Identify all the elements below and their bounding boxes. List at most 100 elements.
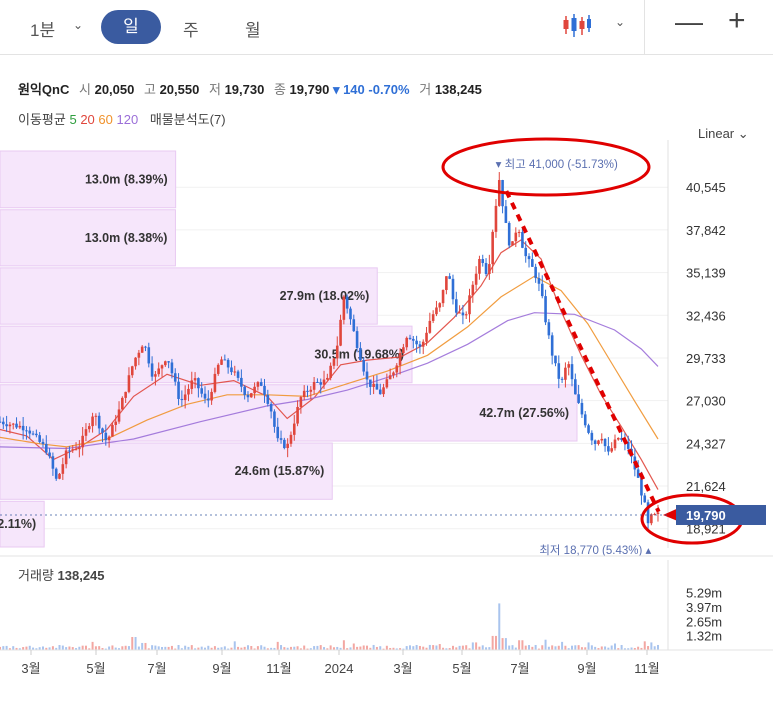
candle-body (11, 423, 15, 425)
candle-body (306, 390, 309, 392)
volume-y-tick-label: 2.65m (686, 614, 722, 629)
candle-body (5, 424, 8, 427)
volume-bar (478, 646, 481, 650)
volume-bar (514, 647, 517, 650)
candle-body (64, 450, 68, 465)
candle-body (256, 382, 260, 387)
candle-body (345, 296, 349, 309)
candle-body (296, 406, 299, 424)
volume-bar (8, 648, 11, 650)
candle-body (54, 468, 58, 479)
candle-body (101, 428, 104, 433)
candle-body (117, 409, 121, 422)
indicator-legend[interactable]: 이동평균 5 20 60 120 매물분석도(7) (18, 109, 226, 128)
candle-body (326, 377, 329, 380)
volume-bar (25, 646, 28, 650)
volume-bar (316, 645, 319, 650)
candle-body (405, 337, 408, 348)
candle-body (636, 469, 640, 478)
zoom-out-button[interactable]: — (675, 6, 703, 37)
candle-body (574, 379, 577, 395)
candle-body (240, 377, 243, 387)
candle-body (342, 296, 346, 320)
volume-bar (114, 647, 117, 650)
y-tick-label: 32,436 (686, 308, 726, 323)
volume-bar (346, 648, 349, 650)
volume-bar (319, 645, 322, 650)
volume-bar (501, 638, 504, 650)
volume-bar (303, 645, 306, 650)
candle-body (187, 388, 190, 395)
candlestick-icon[interactable] (562, 12, 592, 40)
candle-body (643, 495, 647, 503)
change-percent: -0.70% (368, 82, 410, 97)
candle-body (246, 394, 250, 398)
volume-bar (342, 640, 345, 650)
volume-profile-bar (0, 325, 413, 384)
candle-body (38, 435, 41, 442)
candle-body (140, 346, 144, 353)
candle-body (491, 231, 494, 265)
volume-bar (250, 646, 253, 650)
y-tick-label: 27,030 (686, 394, 726, 409)
volume-y-tick-label: 1.32m (686, 629, 722, 644)
candle-body (623, 439, 627, 443)
volume-bar (590, 645, 593, 650)
interval-dropdown[interactable]: 1분 (30, 21, 56, 40)
chevron-down-icon[interactable]: ⌄ (73, 18, 84, 32)
candle-body (203, 393, 207, 399)
candle-body (540, 283, 544, 297)
candle-body (441, 290, 445, 304)
x-tick-label: 9월 (212, 661, 231, 676)
candle-body (398, 353, 402, 366)
candle-body (451, 278, 455, 300)
volume-bar (84, 645, 87, 650)
volume-bar (521, 640, 524, 650)
volume-bar (256, 646, 259, 650)
volume-bar (637, 646, 640, 650)
volume-bar (237, 646, 240, 650)
chevron-down-icon[interactable]: ⌄ (615, 15, 626, 29)
volume-bar (508, 645, 511, 650)
volume-bar (656, 644, 659, 650)
candle-body (197, 378, 200, 389)
volume-bar (15, 647, 18, 650)
candle-body (236, 371, 240, 378)
volume-bar (422, 646, 425, 650)
candle-body (464, 314, 468, 316)
tab-month[interactable]: 월 (245, 21, 261, 40)
candle-body (249, 393, 253, 398)
tab-week[interactable]: 주 (183, 21, 199, 40)
volume-bar (372, 644, 375, 650)
volume-bar (544, 639, 547, 650)
candle-body (392, 372, 395, 376)
candle-body (78, 447, 81, 450)
low-value: 19,730 (224, 82, 265, 97)
tab-day[interactable]: 일 (101, 10, 161, 44)
candle-body (613, 439, 617, 449)
volume-bar (58, 645, 61, 650)
volume-bar (408, 645, 411, 650)
volume-bar (299, 648, 302, 650)
candle-body (160, 365, 164, 369)
candle-body (547, 322, 551, 336)
volume-profile-bar (0, 384, 578, 442)
volume-bar (382, 648, 385, 650)
candle-body (402, 347, 405, 354)
price-axis: 40,545 37,842 35,139 32,436 29,733 27,030 24,3… (667, 140, 726, 548)
volume-bar (78, 646, 81, 650)
volume-bar (180, 648, 183, 650)
low-label: 저 (208, 82, 221, 97)
volume-bar (137, 646, 140, 650)
candle-body (448, 276, 451, 279)
volume-bar (643, 641, 646, 650)
candle-body (633, 456, 637, 470)
candle-body (544, 296, 547, 323)
volume-bar (121, 646, 124, 650)
volume-bar (366, 645, 369, 650)
scale-mode-dropdown[interactable]: Linear ⌄ (698, 126, 749, 142)
candle-body (481, 259, 485, 264)
zoom-in-button[interactable]: + (728, 4, 746, 37)
candle-body (259, 382, 263, 386)
